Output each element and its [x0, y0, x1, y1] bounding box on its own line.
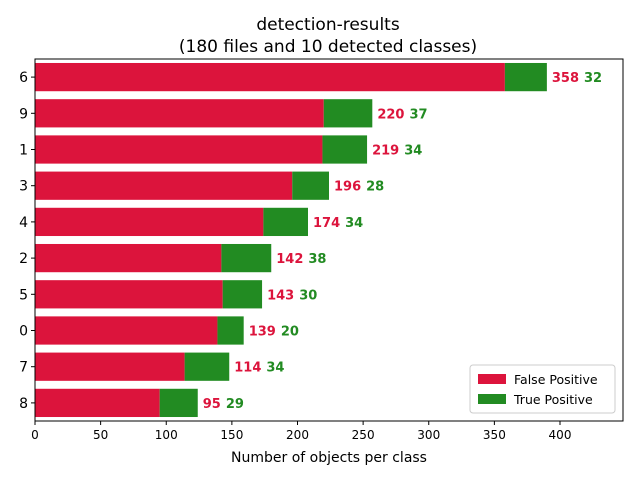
bar-false-positive-7: [35, 352, 185, 381]
chart-title: detection-results: [256, 15, 400, 35]
bar-true-positive-3: [292, 171, 329, 200]
bar-false-positive-9: [35, 99, 324, 128]
x-tick-label-150: 150: [220, 428, 243, 442]
data-label-false-positive-8: 95: [203, 397, 221, 412]
bar-false-positive-6: [35, 62, 505, 92]
data-label-false-positive-3: 196: [334, 180, 361, 195]
legend-swatch-false-positive: [478, 374, 506, 384]
bar-true-positive-5: [222, 280, 263, 309]
data-label-true-positive-0: 20: [281, 325, 299, 340]
data-label-false-positive-4: 174: [313, 216, 340, 231]
bar-true-positive-7: [184, 352, 230, 381]
y-tick-label-9: 9: [19, 106, 28, 122]
data-label-true-positive-1: 34: [404, 144, 422, 159]
y-tick-label-6: 6: [19, 70, 28, 86]
data-label-false-positive-7: 114: [234, 361, 261, 376]
legend: False Positive True Positive: [469, 364, 616, 414]
x-tick-label-0: 0: [31, 428, 39, 442]
x-tick-label-350: 350: [483, 428, 506, 442]
x-axis-label: Number of objects per class: [231, 450, 427, 466]
legend-label-false-positive: False Positive: [514, 372, 598, 387]
legend-swatch-true-positive: [478, 394, 506, 404]
data-label-true-positive-5: 30: [299, 288, 317, 303]
bar-false-positive-8: [35, 388, 160, 418]
data-label-false-positive-1: 219: [372, 144, 399, 159]
y-tick-label-1: 1: [19, 143, 28, 159]
data-label-true-positive-4: 34: [345, 216, 363, 231]
y-tick-label-8: 8: [19, 396, 28, 412]
data-label-true-positive-7: 34: [266, 361, 284, 376]
bar-true-positive-8: [159, 388, 198, 418]
bar-false-positive-0: [35, 316, 218, 345]
y-tick-label-0: 0: [19, 324, 28, 340]
bar-true-positive-1: [322, 135, 368, 164]
bar-false-positive-1: [35, 135, 323, 164]
data-label-true-positive-9: 37: [409, 107, 427, 122]
bar-true-positive-4: [263, 207, 308, 237]
x-tick-label-300: 300: [417, 428, 440, 442]
bar-true-positive-0: [217, 316, 244, 345]
data-label-false-positive-0: 139: [249, 325, 276, 340]
data-labels-group: 358 32 220 37 219 34 196 28 174 34 142 38 143 30 139 20…: [203, 71, 602, 412]
x-tick-label-400: 400: [549, 428, 572, 442]
data-label-false-positive-2: 142: [276, 252, 303, 267]
bar-false-positive-4: [35, 207, 264, 237]
y-tick-label-7: 7: [19, 360, 28, 376]
y-tick-label-5: 5: [19, 287, 28, 303]
y-tick-label-2: 2: [19, 251, 28, 267]
bar-true-positive-6: [504, 62, 547, 92]
data-label-true-positive-3: 28: [366, 180, 384, 195]
legend-box: [469, 364, 616, 414]
chart-subtitle: (180 files and 10 detected classes): [179, 37, 477, 57]
x-tick-label-100: 100: [155, 428, 178, 442]
bar-false-positive-2: [35, 243, 222, 273]
data-label-true-positive-2: 38: [308, 252, 326, 267]
bar-true-positive-9: [323, 99, 373, 128]
bar-false-positive-3: [35, 171, 293, 200]
x-tick-label-250: 250: [352, 428, 375, 442]
data-label-true-positive-6: 32: [584, 71, 602, 86]
data-label-true-positive-8: 29: [226, 397, 244, 412]
plot-frame: [34, 58, 624, 422]
x-tick-label-200: 200: [286, 428, 309, 442]
y-tick-label-3: 3: [19, 179, 28, 195]
data-label-false-positive-6: 358: [552, 71, 579, 86]
bars-group: [35, 62, 547, 418]
data-label-false-positive-9: 220: [377, 107, 404, 122]
bar-true-positive-2: [221, 243, 272, 273]
data-label-false-positive-5: 143: [267, 288, 294, 303]
x-tick-label-50: 50: [93, 428, 108, 442]
legend-label-true-positive: True Positive: [513, 392, 593, 407]
y-tick-label-4: 4: [19, 215, 28, 231]
bar-false-positive-5: [35, 280, 223, 309]
